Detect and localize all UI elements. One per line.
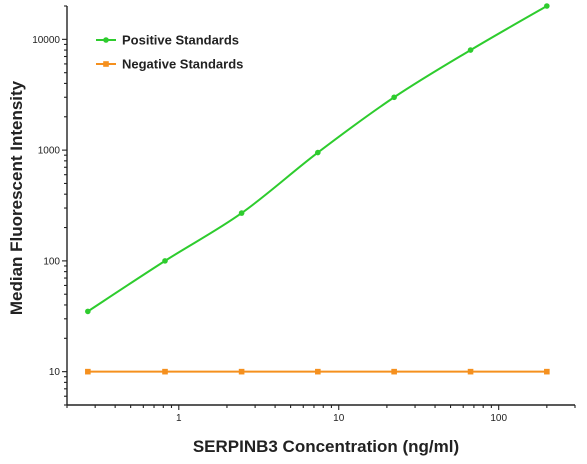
data-point (315, 368, 321, 375)
y-axis-title: Median Fluorescent Intensity (7, 80, 26, 315)
x-tick-label: 100 (490, 413, 507, 424)
data-point (391, 368, 397, 375)
legend-label: Negative Standards (122, 57, 243, 72)
y-tick-label: 100 (43, 256, 60, 267)
y-tick-label: 10 (49, 367, 61, 378)
legend-marker (103, 61, 109, 67)
data-point (544, 368, 550, 375)
data-point (315, 149, 321, 156)
data-point (85, 368, 91, 375)
data-point (467, 47, 474, 53)
legend-item: Positive Standards (96, 33, 239, 48)
y-tick-label: 10000 (32, 35, 60, 46)
data-point (238, 368, 245, 375)
legend: Positive Standards Negative Standards (96, 33, 243, 72)
data-point (85, 308, 91, 315)
x-tick-label: 1 (176, 413, 182, 424)
series-line (87, 5, 548, 313)
data-point (162, 258, 168, 264)
data-point (238, 210, 245, 216)
y-tick-label: 1000 (38, 146, 61, 157)
ticks: 10 100 1000 10000 1 10 100 (32, 5, 576, 424)
x-axis-title: SERPINB3 Concentration (ng/ml) (193, 437, 459, 456)
x-tick-label: 10 (333, 413, 345, 424)
legend-marker (103, 37, 109, 43)
data-point (162, 368, 168, 375)
data-point (467, 368, 474, 375)
data-point (544, 3, 550, 9)
legend-item: Negative Standards (96, 57, 243, 72)
series-positive (85, 3, 550, 315)
data-point (391, 94, 397, 101)
series-negative (85, 368, 550, 375)
legend-label: Positive Standards (122, 33, 239, 48)
series (85, 3, 550, 375)
